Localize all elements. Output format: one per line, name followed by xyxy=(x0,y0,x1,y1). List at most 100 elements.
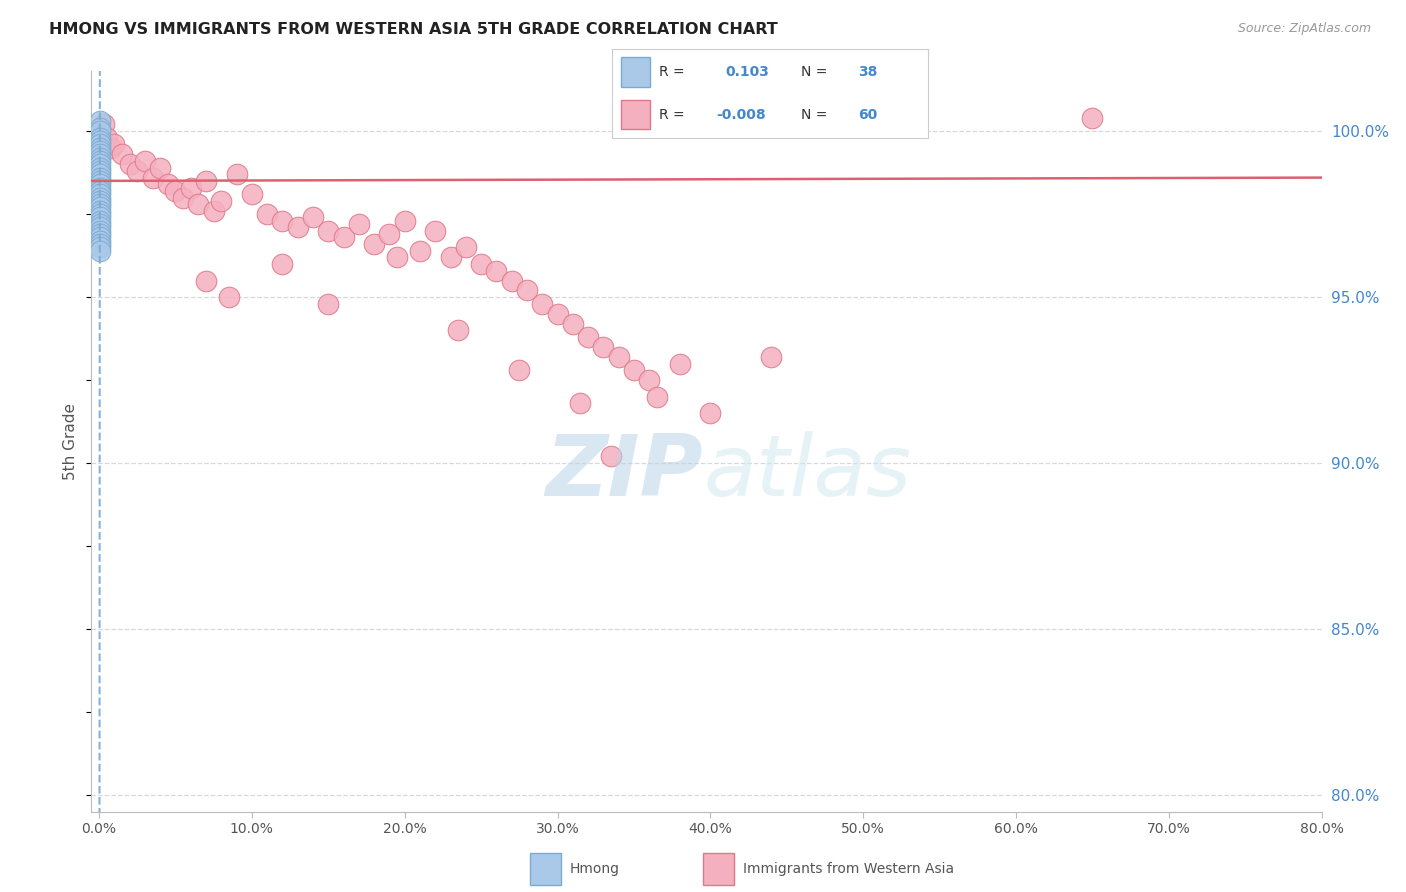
Point xyxy=(89,190,111,204)
Point xyxy=(89,197,111,211)
Point xyxy=(89,234,111,248)
Point xyxy=(256,207,278,221)
Point xyxy=(561,317,583,331)
Point xyxy=(485,263,508,277)
Point xyxy=(271,257,294,271)
Point xyxy=(96,130,118,145)
Point xyxy=(218,290,240,304)
Bar xyxy=(621,57,650,87)
Point xyxy=(89,207,111,221)
Text: Immigrants from Western Asia: Immigrants from Western Asia xyxy=(744,862,955,876)
Point xyxy=(209,194,232,208)
Point xyxy=(89,120,111,135)
Point xyxy=(569,396,592,410)
Point xyxy=(1081,111,1104,125)
Text: ZIP: ZIP xyxy=(546,431,703,515)
Point xyxy=(187,197,209,211)
Point xyxy=(89,174,111,188)
Text: R =: R = xyxy=(659,108,685,121)
Point xyxy=(89,134,111,148)
Point xyxy=(600,450,623,464)
Point xyxy=(447,323,470,337)
Point xyxy=(394,213,416,227)
Text: 0.103: 0.103 xyxy=(725,65,769,78)
Point xyxy=(202,203,225,218)
Point xyxy=(89,237,111,252)
Point xyxy=(271,213,294,227)
Point xyxy=(89,164,111,178)
Point xyxy=(89,153,111,168)
Point xyxy=(89,244,111,258)
Point xyxy=(592,340,614,354)
Point xyxy=(363,237,385,252)
Text: HMONG VS IMMIGRANTS FROM WESTERN ASIA 5TH GRADE CORRELATION CHART: HMONG VS IMMIGRANTS FROM WESTERN ASIA 5T… xyxy=(49,22,778,37)
Point xyxy=(547,307,569,321)
Point xyxy=(287,220,309,235)
Point xyxy=(89,240,111,254)
Point xyxy=(623,363,645,377)
Text: -0.008: -0.008 xyxy=(716,108,766,121)
Point xyxy=(378,227,401,241)
Point xyxy=(89,130,111,145)
Point xyxy=(149,161,172,175)
Y-axis label: 5th Grade: 5th Grade xyxy=(63,403,79,480)
Point xyxy=(141,170,163,185)
Point xyxy=(607,350,630,364)
Point xyxy=(89,141,111,155)
Point xyxy=(454,240,477,254)
Point xyxy=(89,217,111,231)
Point xyxy=(89,178,111,192)
Text: R =: R = xyxy=(659,65,685,78)
Point xyxy=(89,227,111,241)
Point xyxy=(89,220,111,235)
Point xyxy=(89,114,111,128)
Point xyxy=(89,201,111,215)
Bar xyxy=(530,853,561,885)
Text: Hmong: Hmong xyxy=(569,862,620,876)
Point xyxy=(645,390,668,404)
Point xyxy=(118,157,141,171)
Point xyxy=(103,137,125,152)
Point xyxy=(470,257,492,271)
Point xyxy=(172,190,194,204)
Point xyxy=(134,153,156,168)
Point xyxy=(409,244,432,258)
Point xyxy=(89,147,111,161)
Text: N =: N = xyxy=(801,108,828,121)
Point xyxy=(127,164,149,178)
Point xyxy=(501,273,523,287)
Point xyxy=(89,180,111,194)
Text: 60: 60 xyxy=(858,108,877,121)
Point xyxy=(89,157,111,171)
Point xyxy=(531,297,554,311)
Point xyxy=(89,170,111,185)
Point xyxy=(385,250,408,264)
Point xyxy=(195,273,218,287)
Point xyxy=(89,151,111,165)
Point xyxy=(165,184,187,198)
Point xyxy=(89,187,111,202)
Point xyxy=(89,230,111,244)
Point xyxy=(89,144,111,158)
Point xyxy=(89,211,111,225)
Point xyxy=(89,167,111,181)
Point xyxy=(332,230,354,244)
Point xyxy=(180,180,202,194)
Point xyxy=(89,213,111,227)
Point xyxy=(89,224,111,238)
Point xyxy=(761,350,783,364)
Point xyxy=(508,363,530,377)
Point xyxy=(240,187,263,202)
Bar xyxy=(621,100,650,129)
Text: Source: ZipAtlas.com: Source: ZipAtlas.com xyxy=(1237,22,1371,36)
Point xyxy=(89,184,111,198)
Point xyxy=(93,118,115,132)
Text: 38: 38 xyxy=(858,65,877,78)
Point xyxy=(316,224,339,238)
Point xyxy=(89,161,111,175)
Point xyxy=(100,141,122,155)
Point xyxy=(156,178,179,192)
Point xyxy=(195,174,218,188)
Point xyxy=(316,297,339,311)
Point xyxy=(89,124,111,138)
